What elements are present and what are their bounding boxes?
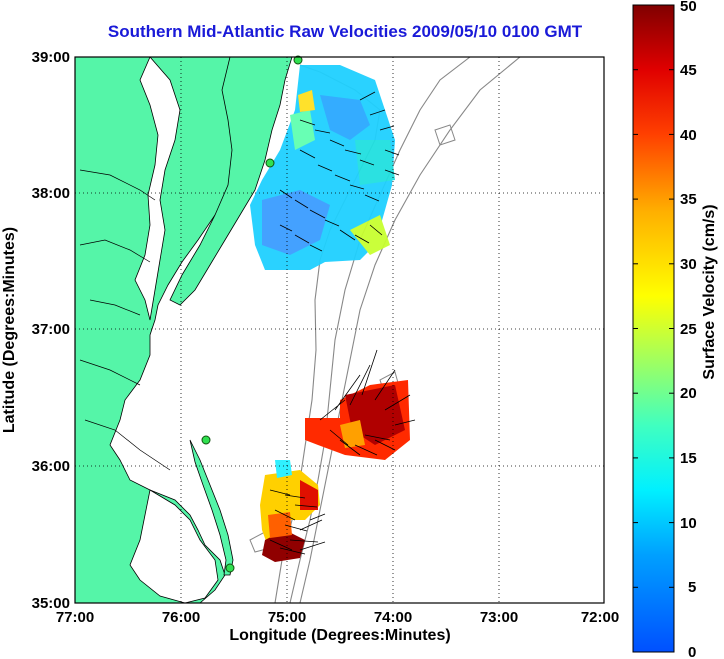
lon-tick-label: 77:00 [56,609,94,626]
colorbar-label: Surface Velocity (cm/s) [701,204,718,379]
lon-tick-labels: 77:00 76:00 75:00 74:00 73:00 72:00 [56,609,619,626]
river-5 [84,419,171,471]
map-frame [74,56,605,604]
velocity-field-central [305,380,410,460]
station-marker [293,55,303,65]
lat-tick-label: 38:00 [32,185,70,202]
lon-tick-label: 75:00 [268,609,306,626]
lon-tick-label: 73:00 [480,609,518,626]
lon-tick-label: 74:00 [374,609,412,626]
colorbar-tick-label: 20 [680,385,697,402]
colorbar-tick-label: 0 [688,644,696,659]
river-2 [79,239,151,263]
lat-tick-label: 39:00 [32,49,70,66]
colorbar-tick-label: 5 [688,579,696,596]
river-1 [79,169,156,201]
hf-radar-stations [201,55,303,573]
velocity-vectors [269,91,416,555]
colorbar-tick-label: 10 [680,515,697,532]
lat-tick-label: 36:00 [32,458,70,475]
lon-tick-label: 76:00 [162,609,200,626]
river-4 [79,359,141,386]
station-marker [265,158,275,168]
land-outer-banks [189,439,234,576]
colorbar-tick-label: 40 [680,127,697,144]
lat-tick-labels: 39:00 38:00 37:00 36:00 35:00 [32,49,70,612]
map-grid [75,57,604,603]
land-delmarva [169,57,293,306]
velocity-field-north [250,65,395,270]
water-chesapeake [134,57,181,321]
lon-tick-label: 72:00 [581,609,619,626]
colorbar-tick-label: 45 [680,62,697,79]
colorbar-tick-label: 35 [680,191,697,208]
lat-tick-label: 37:00 [32,321,70,338]
map-title: Southern Mid-Atlantic Raw Velocities 200… [107,22,583,41]
y-axis-label: Latitude (Degrees:Minutes) [1,227,18,433]
colorbar-tick-label: 50 [680,0,697,15]
x-axis-label: Longitude (Degrees:Minutes) [229,627,450,644]
colorbar-ticks [633,69,674,588]
water-pamlico [129,489,219,603]
river-3 [89,299,141,316]
bathymetry-contour-3 [299,57,521,603]
station-marker [225,563,235,573]
colorbar-tick-label: 25 [680,321,697,338]
colorbar [632,4,675,653]
colorbar-tick-label: 15 [680,450,697,467]
colorbar-tick-label: 30 [680,256,697,273]
station-marker [201,435,211,445]
colorbar-tick-labels: 50 45 40 35 30 25 20 15 10 5 0 [680,0,697,659]
lat-tick-label: 35:00 [32,595,70,612]
